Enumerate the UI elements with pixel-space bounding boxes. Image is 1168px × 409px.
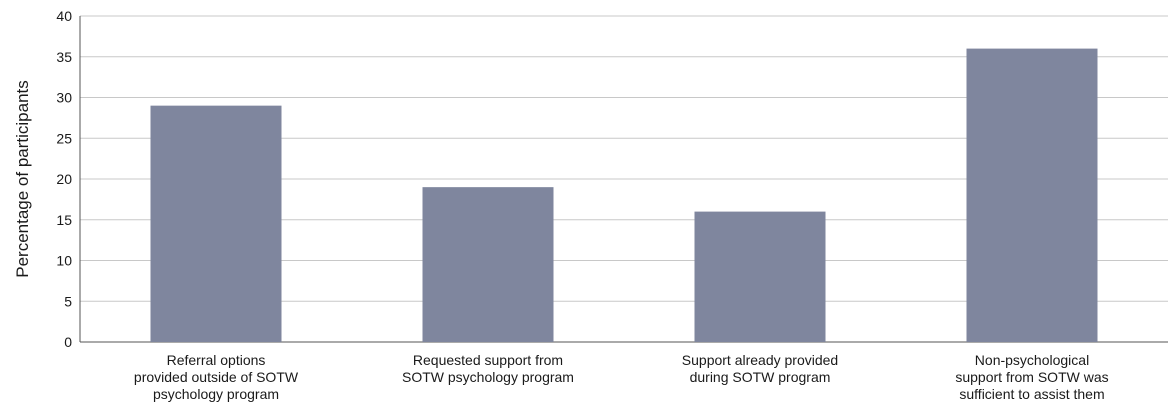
y-tick-labels: 0 5 10 15 20 25 30 35 40 — [56, 8, 72, 350]
y-axis-title: Percentage of participants — [13, 80, 32, 278]
category-labels: Referral options provided outside of SOTW… — [134, 352, 1109, 402]
bars — [150, 48, 1098, 343]
x-category-label: Referral options provided outside of SOTW… — [134, 352, 299, 402]
bar — [694, 211, 826, 342]
y-tick-label: 20 — [56, 171, 72, 187]
x-category-label: Support already provided during SOTW prog… — [682, 352, 838, 385]
bar — [422, 187, 554, 342]
y-tick-label: 5 — [64, 293, 72, 309]
y-tick-label: 0 — [64, 334, 72, 350]
bar — [150, 105, 282, 343]
y-tick-label: 30 — [56, 90, 72, 106]
x-category-label: Requested support from SOTW psychology pr… — [402, 352, 574, 385]
y-tick-label: 40 — [56, 8, 72, 24]
x-category-label: Non-psychological support from SOTW was su… — [955, 352, 1108, 402]
y-tick-label: 15 — [56, 212, 72, 228]
y-tick-label: 25 — [56, 130, 72, 146]
bar — [966, 48, 1098, 342]
y-tick-label: 10 — [56, 253, 72, 269]
y-tick-label: 35 — [56, 49, 72, 65]
